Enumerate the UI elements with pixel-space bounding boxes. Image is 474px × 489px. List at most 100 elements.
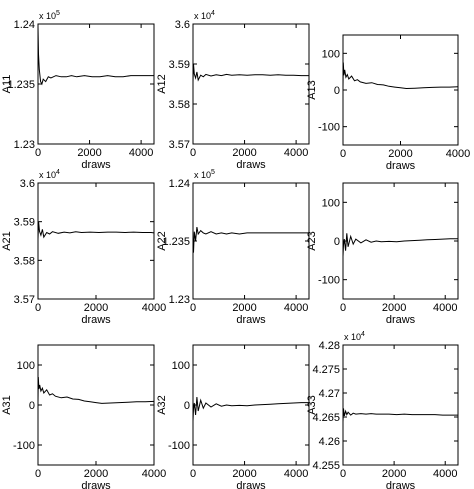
x-tick-label: 2000 bbox=[84, 468, 108, 480]
y-tick-label: 100 bbox=[172, 360, 190, 372]
x-tick-label: 0 bbox=[340, 468, 346, 480]
x-tick-label: 0 bbox=[35, 147, 41, 159]
y-tick-label: 1.23 bbox=[14, 139, 35, 151]
x-axis-label: draws bbox=[236, 159, 266, 171]
plot-frame bbox=[192, 182, 310, 300]
y-tick-label: 100 bbox=[322, 197, 340, 209]
x-tick-label: 2000 bbox=[232, 147, 256, 159]
y-axis-label: A23 bbox=[306, 231, 318, 251]
x-tick-label: 2000 bbox=[232, 302, 256, 314]
y-tick-label: 4.26 bbox=[319, 436, 340, 448]
x-tick-label: 2000 bbox=[232, 468, 256, 480]
x-tick-label: 0 bbox=[190, 468, 196, 480]
y-tick-label: 4.265 bbox=[312, 412, 340, 424]
subplot-a33: 4.255 4.26 4.265 4.27 4.275 4.28 0 2000 4000 draw… bbox=[306, 331, 459, 489]
x-axis-label: draws bbox=[386, 480, 416, 489]
y-tick-label: 3.58 bbox=[169, 99, 190, 111]
plot-frame bbox=[342, 34, 459, 146]
x-tick-label: 4000 bbox=[284, 468, 308, 480]
series-line-a31 bbox=[37, 376, 155, 404]
x-axis-label: draws bbox=[386, 160, 416, 172]
x-tick-label: 4000 bbox=[129, 147, 153, 159]
series-line-a12 bbox=[192, 63, 309, 83]
y-tick-label: 4.275 bbox=[312, 364, 340, 376]
x-tick-label: 2000 bbox=[382, 302, 406, 314]
x-tick-label: 0 bbox=[35, 302, 41, 314]
y-tick-label: 3.59 bbox=[14, 217, 35, 229]
axis-multiplier: x 104 bbox=[344, 331, 365, 342]
y-tick-label: 100 bbox=[17, 360, 35, 372]
axis-multiplier: x 105 bbox=[194, 169, 215, 180]
x-axis-label: draws bbox=[81, 480, 111, 489]
x-axis-label: draws bbox=[81, 314, 111, 326]
x-tick-label: 0 bbox=[340, 148, 346, 160]
y-tick-label: 1.24 bbox=[169, 178, 190, 190]
x-tick-label: 4000 bbox=[142, 468, 166, 480]
plot-frame bbox=[342, 344, 459, 466]
x-tick-label: 0 bbox=[190, 147, 196, 159]
y-axis-label: A22 bbox=[156, 231, 168, 251]
subplot-a12: 3.57 3.58 3.59 3.6 0 2000 4000 draws A12 x 104 bbox=[156, 10, 310, 171]
y-tick-label: 3.6 bbox=[175, 19, 190, 31]
y-tick-label: 3.59 bbox=[169, 59, 190, 71]
x-tick-label: 2000 bbox=[77, 147, 101, 159]
series-line-a33 bbox=[342, 408, 458, 422]
y-tick-label: 1.23 bbox=[169, 294, 190, 306]
y-tick-label: 3.57 bbox=[169, 139, 190, 151]
series-line-a13 bbox=[342, 62, 459, 90]
x-tick-label: 4000 bbox=[433, 468, 457, 480]
subplot-a21: 3.57 3.58 3.59 3.6 0 2000 4000 draws A21 x 104 bbox=[1, 169, 166, 326]
y-tick-label: 0 bbox=[29, 400, 35, 412]
series-line-a21 bbox=[37, 221, 155, 240]
axis-multiplier: x 104 bbox=[39, 169, 60, 180]
plot-frame bbox=[37, 344, 155, 466]
y-tick-label: 1.24 bbox=[14, 19, 35, 31]
y-tick-label: -100 bbox=[318, 122, 340, 134]
subplot-a11: 1.23 1.235 1.24 0 2000 4000 draws A11 x 105 bbox=[1, 10, 155, 171]
y-axis-label: A31 bbox=[1, 395, 13, 415]
axis-multiplier: x 104 bbox=[194, 10, 215, 21]
series-line-a11 bbox=[37, 26, 154, 86]
y-tick-label: 0 bbox=[334, 85, 340, 97]
x-tick-label: 0 bbox=[35, 468, 41, 480]
plot-frame bbox=[37, 182, 155, 300]
y-tick-label: -100 bbox=[168, 440, 190, 452]
x-tick-label: 2000 bbox=[388, 148, 412, 160]
x-tick-label: 0 bbox=[340, 302, 346, 314]
x-tick-label: 2000 bbox=[84, 302, 108, 314]
x-axis-label: draws bbox=[386, 314, 416, 326]
x-tick-label: 4000 bbox=[446, 148, 470, 160]
y-tick-label: 4.28 bbox=[319, 340, 340, 352]
axis-multiplier: x 105 bbox=[39, 10, 60, 21]
subplot-a22: 1.23 1.235 1.24 0 2000 4000 draws A22 x 105 bbox=[156, 169, 310, 326]
x-axis-label: draws bbox=[236, 480, 266, 489]
y-tick-label: 1.235 bbox=[162, 236, 190, 248]
y-tick-label: 1.235 bbox=[7, 79, 35, 91]
x-tick-label: 4000 bbox=[433, 302, 457, 314]
series-line-a22 bbox=[192, 227, 309, 253]
y-tick-label: 0 bbox=[184, 400, 190, 412]
plot-frame bbox=[37, 23, 155, 145]
y-axis-label: A13 bbox=[306, 80, 318, 100]
y-tick-label: 4.27 bbox=[319, 388, 340, 400]
y-axis-label: A21 bbox=[1, 231, 13, 251]
y-axis-label: A33 bbox=[306, 395, 318, 415]
y-tick-label: 100 bbox=[322, 48, 340, 60]
y-tick-label: 4.255 bbox=[312, 460, 340, 472]
x-tick-label: 4000 bbox=[284, 302, 308, 314]
y-tick-label: 3.58 bbox=[14, 255, 35, 267]
x-axis-label: draws bbox=[236, 314, 266, 326]
y-tick-label: -100 bbox=[318, 275, 340, 287]
y-tick-label: 3.6 bbox=[20, 178, 35, 190]
y-axis-label: A11 bbox=[1, 75, 13, 94]
y-axis-label: A12 bbox=[156, 74, 168, 94]
plot-frame bbox=[192, 23, 310, 145]
y-axis-label: A32 bbox=[156, 395, 168, 415]
series-line-a23 bbox=[342, 233, 458, 257]
x-tick-label: 0 bbox=[190, 302, 196, 314]
x-tick-label: 2000 bbox=[382, 468, 406, 480]
